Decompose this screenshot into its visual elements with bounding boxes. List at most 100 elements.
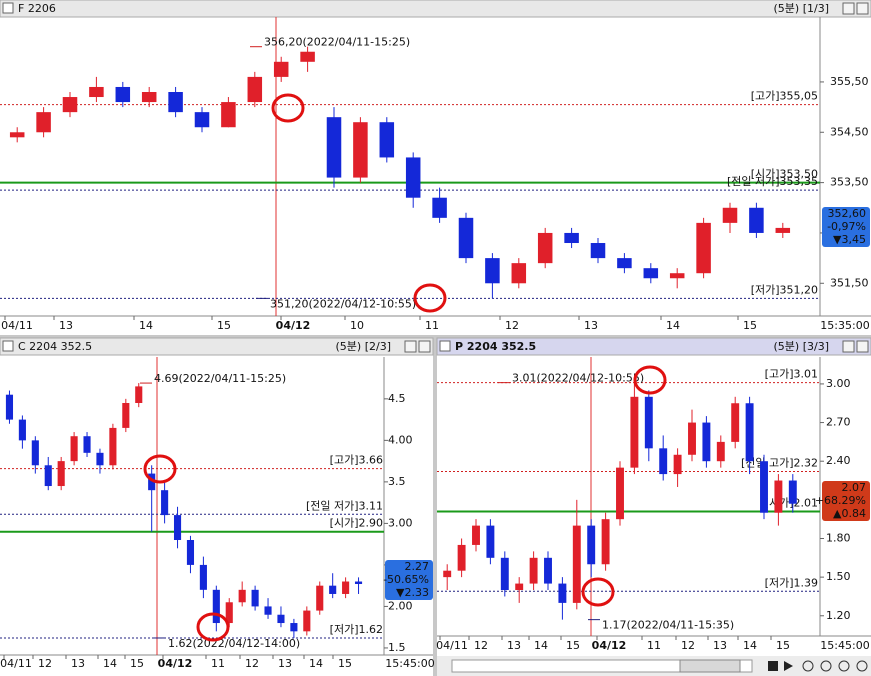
candle-body xyxy=(238,589,246,603)
candle-body xyxy=(643,268,659,279)
price-badge-text: -0,97% xyxy=(827,220,866,233)
x-tick-label: 12 xyxy=(245,657,259,670)
level-label: [고가]3.66 xyxy=(330,454,383,467)
price-badge xyxy=(822,207,870,247)
window-button[interactable] xyxy=(856,340,869,353)
candle-body xyxy=(89,86,104,98)
checkbox xyxy=(439,340,451,352)
x-tick-label: 13 xyxy=(713,639,727,652)
title-bar xyxy=(0,0,871,18)
candle-body xyxy=(225,602,233,624)
candle-body xyxy=(443,570,452,578)
x-tick-label: 12 xyxy=(474,639,488,652)
candle-body xyxy=(486,525,495,558)
level-label: [전일 저가]353,35 xyxy=(727,174,818,188)
zoom-out[interactable] xyxy=(820,660,832,672)
x-tick-label: 15 xyxy=(338,657,352,670)
candle-body xyxy=(485,258,500,284)
x-tick-label: 12 xyxy=(505,319,519,332)
window-button[interactable] xyxy=(856,2,869,15)
candle-body xyxy=(70,436,78,462)
price-badge-text: 2.27 xyxy=(405,560,430,573)
candle-body xyxy=(630,396,639,468)
chart-title: C 2204 352.5 xyxy=(18,340,92,353)
candle-body xyxy=(290,623,298,632)
highlight-circle xyxy=(581,577,615,607)
annotation: 351,20(2022/04/12-10:55) xyxy=(270,297,416,310)
zoom-in[interactable] xyxy=(802,660,814,672)
x-tick-label: 15 xyxy=(217,319,231,332)
candle-body xyxy=(617,258,632,269)
x-tick-label: 15 xyxy=(130,657,144,670)
annotation: 1.17(2022/04/11-15:35) xyxy=(602,619,734,632)
candle-body xyxy=(96,452,104,466)
x-tick-label: 15:45:00 xyxy=(820,639,869,652)
scroll-thumb[interactable] xyxy=(679,659,741,673)
candle-body xyxy=(379,122,395,158)
x-tick-label: 12 xyxy=(681,639,695,652)
candle-body xyxy=(173,515,182,541)
candle-body xyxy=(760,461,768,513)
level-label: [전일 저가]3.11 xyxy=(306,498,383,512)
chart-panel: P 2204 352.5 (5분) [3/3] 3.00 2.70 2.40 1.80 1.… xyxy=(436,337,871,652)
candle-body xyxy=(601,519,610,565)
highlight-circle xyxy=(143,454,177,484)
level-label: [저가]351,20 xyxy=(751,283,818,296)
x-tick-label: 13 xyxy=(59,319,73,332)
price-badge-text: ▼2.33 xyxy=(396,586,429,599)
y-tick-label: 2.40 xyxy=(826,454,851,467)
settings[interactable] xyxy=(856,660,868,672)
candle-body xyxy=(18,419,26,441)
y-tick-label: 1.80 xyxy=(826,531,851,544)
stop-button[interactable] xyxy=(768,661,778,671)
candle-body xyxy=(511,263,527,284)
candle-body xyxy=(115,86,131,103)
candle-body xyxy=(277,614,285,624)
candle-body xyxy=(564,232,579,244)
candle-body xyxy=(353,122,368,178)
candle-body xyxy=(109,427,117,466)
x-tick-label: 14 xyxy=(139,319,153,332)
candle-body xyxy=(405,157,421,198)
candle-body xyxy=(457,544,466,571)
splitter xyxy=(0,335,871,338)
x-tick-label: 14 xyxy=(103,657,117,670)
x-tick-label: 14 xyxy=(534,639,548,652)
x-tick-label: 04/12 xyxy=(158,657,193,670)
candle-body xyxy=(544,557,552,584)
x-tick-label: 13 xyxy=(584,319,598,332)
candle-body xyxy=(303,610,311,632)
x-tick-label: 04/11 xyxy=(1,319,33,332)
price-badge xyxy=(385,560,433,600)
x-tick-label: 04/12 xyxy=(592,639,627,652)
price-badge-text: ▲0.84 xyxy=(833,507,866,520)
y-tick-label: 4.00 xyxy=(388,433,413,446)
play-button[interactable] xyxy=(784,661,793,671)
candle-body xyxy=(702,422,711,462)
candle-body xyxy=(515,583,524,591)
candle-body xyxy=(472,525,480,545)
window-button[interactable] xyxy=(842,2,855,15)
candle-body xyxy=(659,448,668,475)
candle-body xyxy=(722,207,738,223)
window-button[interactable] xyxy=(404,340,417,353)
candle-body xyxy=(199,564,207,590)
zoom-reset[interactable] xyxy=(838,660,850,672)
annotation: 1.62(2022/04/12-14:00) xyxy=(168,637,300,650)
y-tick-label: 2.70 xyxy=(826,416,851,429)
candle-body xyxy=(62,97,78,113)
window-button[interactable] xyxy=(842,340,855,353)
candle-body xyxy=(31,440,39,466)
x-tick-label: 14 xyxy=(309,657,323,670)
level-label: [시가]2.90 xyxy=(330,517,383,530)
x-tick-label: 10 xyxy=(350,319,364,332)
scrollbar[interactable] xyxy=(451,659,753,673)
candle-body xyxy=(300,51,315,62)
x-tick-label: 11 xyxy=(211,657,225,670)
candle-body xyxy=(673,454,682,475)
annotation: 356,20(2022/04/11-15:25) xyxy=(264,36,410,49)
window-button[interactable] xyxy=(418,340,431,353)
candle-body xyxy=(688,422,696,455)
candle-body xyxy=(458,217,474,259)
